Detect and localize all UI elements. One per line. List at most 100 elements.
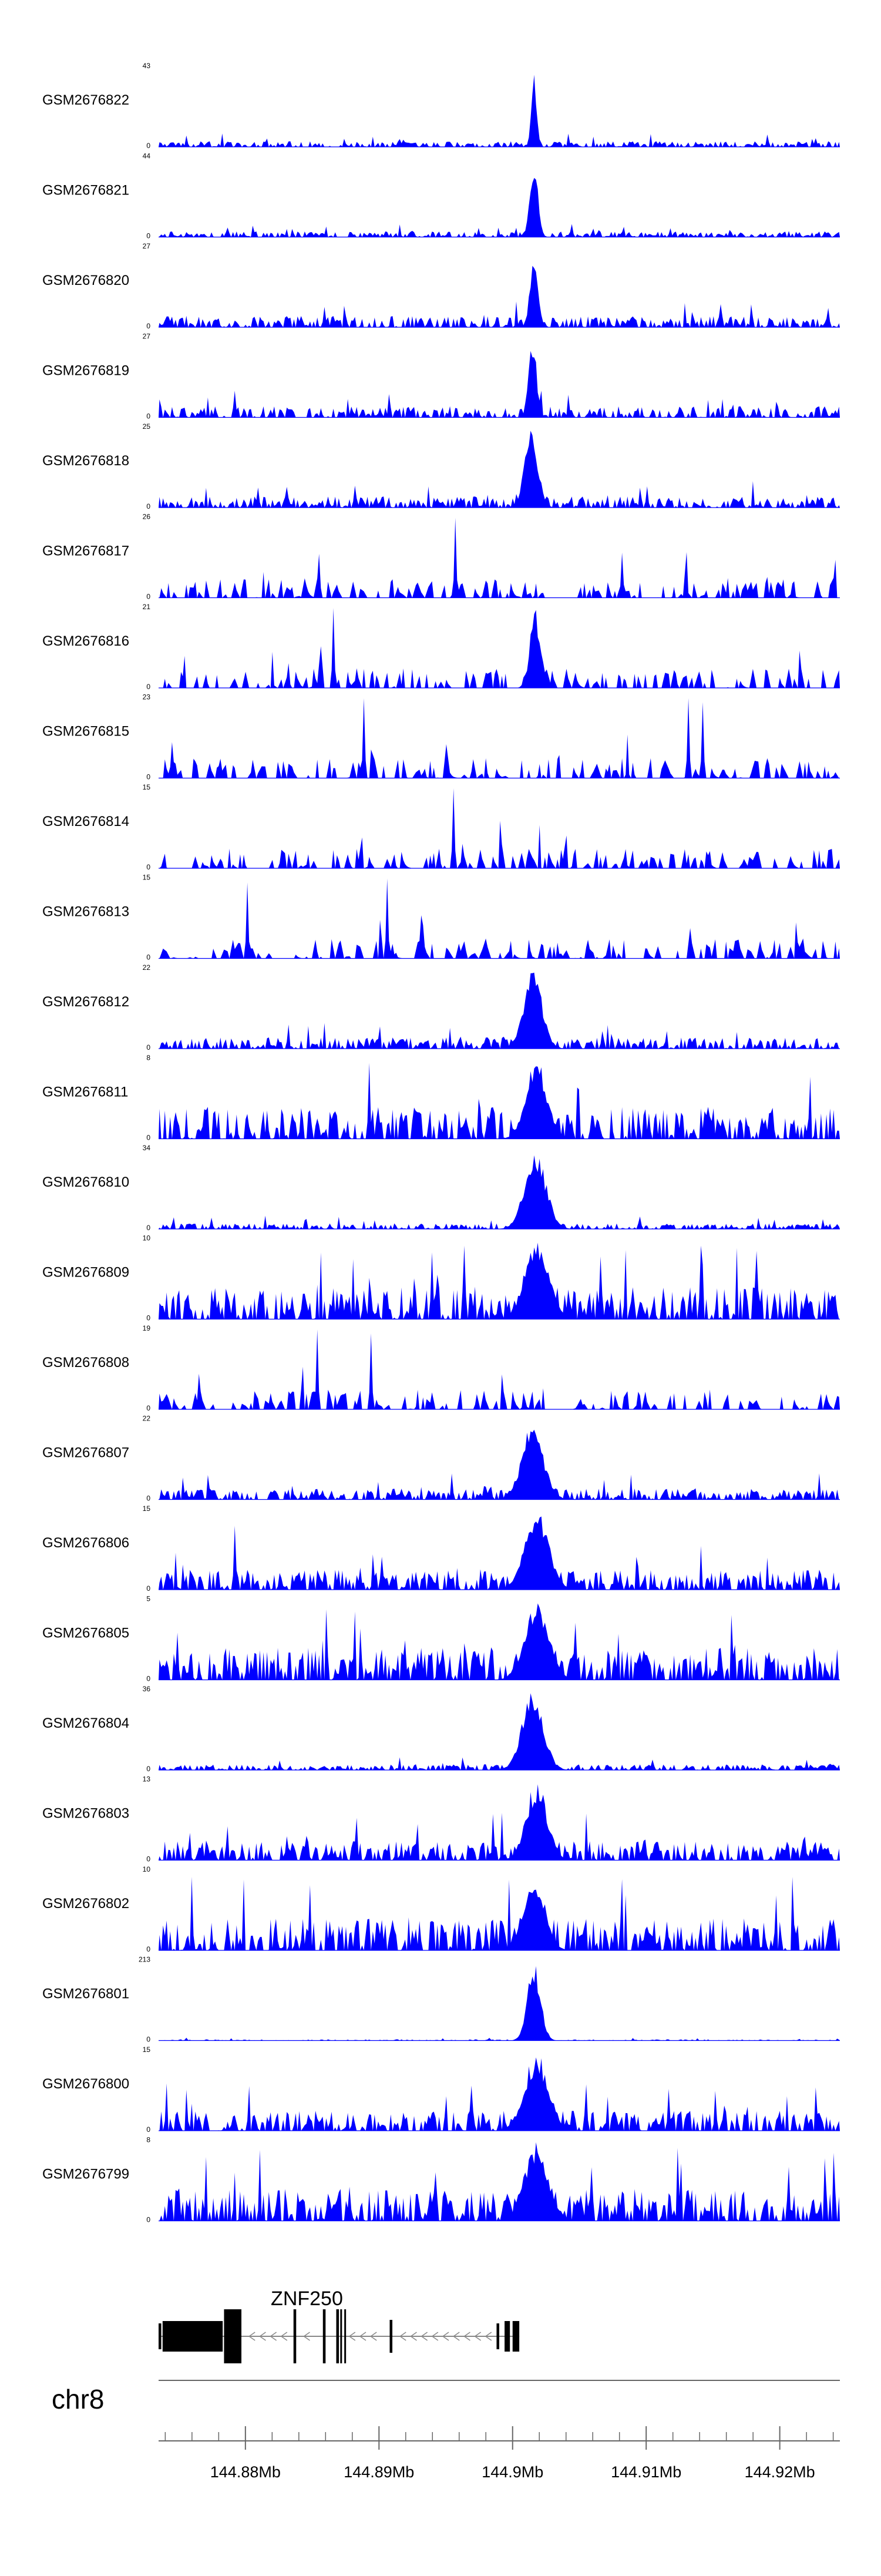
gene-exon [224,2309,242,2363]
coverage-area [159,431,840,508]
gene-exon [336,2309,339,2363]
track-label: GSM2676816 [42,633,129,649]
coverage-area [159,1329,840,1409]
coverage-area [159,1876,840,1950]
track-ymax: 15 [143,783,151,791]
coverage-area [159,1429,840,1500]
track-ymax: 34 [143,1144,151,1152]
track-yzero: 0 [146,1404,150,1412]
track-ymax: 25 [143,422,151,431]
coverage-area [159,1784,840,1860]
track-ymax: 36 [143,1685,151,1693]
gene-exon [322,2309,326,2363]
track-ymax: 22 [143,1415,151,1423]
track-GSM2676809: GSM2676809 10 0 [42,1234,840,1322]
strand-chevron [248,2332,255,2341]
coverage-area [159,1966,840,2041]
track-label: GSM2676819 [42,363,129,379]
track-ymax: 44 [143,152,151,160]
track-yzero: 0 [146,1494,150,1503]
strand-chevron [463,2332,470,2341]
track-ymax: 23 [143,693,151,701]
track-GSM2676805: GSM2676805 5 0 [42,1595,840,1683]
strand-chevron [348,2332,356,2341]
track-yzero: 0 [146,1584,150,1593]
track-ymax: 27 [143,333,151,341]
coverage-area [159,1242,840,1319]
track-label: GSM2676803 [42,1806,129,1822]
track-label: GSM2676811 [42,1084,128,1100]
track-label: GSM2676806 [42,1535,129,1551]
track-yzero: 0 [146,1314,150,1322]
gene-exon [293,2309,297,2363]
track-label: GSM2676802 [42,1896,129,1912]
track-GSM2676815: GSM2676815 23 0 [42,693,840,781]
gene-annotation: ZNF250 [159,2288,520,2363]
coverage-area [159,698,840,778]
coverage-area [159,518,840,598]
track-GSM2676811: GSM2676811 8 0 [42,1054,840,1142]
track-yzero: 0 [146,412,150,421]
track-ymax: 43 [143,62,151,70]
track-label: GSM2676808 [42,1355,129,1371]
coverage-area [159,75,840,147]
track-yzero: 0 [146,593,150,601]
track-label: GSM2676810 [42,1174,129,1190]
strand-chevron [442,2332,449,2341]
track-yzero: 0 [146,2216,150,2224]
track-label: GSM2676821 [42,183,129,199]
track-yzero: 0 [146,953,150,962]
axis-tick-label: 144.91Mb [611,2463,681,2481]
track-label: GSM2676809 [42,1265,129,1281]
track-label: GSM2676804 [42,1715,129,1731]
track-list: GSM2676822430GSM2676821440GSM2676820270G… [42,62,840,2224]
track-ymax: 15 [143,874,151,882]
track-label: GSM2676822 [42,92,129,108]
strand-chevron [431,2332,439,2341]
track-label: GSM2676805 [42,1625,129,1641]
gene-exon [344,2309,347,2363]
coverage-area [159,1063,840,1139]
track-ymax: 22 [143,963,151,972]
track-yzero: 0 [146,1675,150,1683]
axis-tick-label: 144.89Mb [344,2463,414,2481]
strand-chevron [421,2332,428,2341]
track-GSM2676820: GSM2676820 27 0 [42,242,840,330]
track-GSM2676822: GSM2676822 43 0 [42,62,840,150]
strand-chevron [280,2332,288,2341]
track-yzero: 0 [146,1765,150,1773]
track-label: GSM2676800 [42,2076,129,2092]
track-GSM2676803: GSM2676803 13 0 [42,1775,840,1863]
track-yzero: 0 [146,2036,150,2044]
gene-exon [389,2320,393,2353]
track-GSM2676810: GSM2676810 34 0 [42,1144,840,1232]
track-yzero: 0 [146,322,150,330]
track-yzero: 0 [146,773,150,781]
track-GSM2676817: GSM2676817 26 0 [42,513,840,601]
track-GSM2676806: GSM2676806 15 0 [42,1504,840,1593]
track-ymax: 15 [143,1504,151,1513]
strand-chevron [485,2332,492,2341]
track-GSM2676821: GSM2676821 44 0 [42,152,840,240]
coverage-area [159,2057,840,2131]
coverage-area [159,177,840,237]
track-yzero: 0 [146,1224,150,1232]
track-GSM2676812: GSM2676812 22 0 [42,963,840,1052]
track-ymax: 19 [143,1324,151,1332]
strand-chevron [410,2332,417,2341]
track-GSM2676818: GSM2676818 25 0 [42,422,840,511]
strand-chevron [399,2332,406,2341]
track-label: GSM2676801 [42,1986,129,2002]
track-label: GSM2676820 [42,273,129,288]
track-GSM2676807: GSM2676807 22 0 [42,1415,840,1503]
coverage-area [159,878,840,959]
track-label: GSM2676814 [42,814,129,829]
track-GSM2676813: GSM2676813 15 0 [42,874,840,962]
track-GSM2676801: GSM2676801 213 0 [42,1956,840,2044]
track-label: GSM2676815 [42,724,129,740]
axis-tick-label: 144.92Mb [745,2463,815,2481]
strand-chevron [259,2332,266,2341]
coverage-area [159,1693,840,1770]
